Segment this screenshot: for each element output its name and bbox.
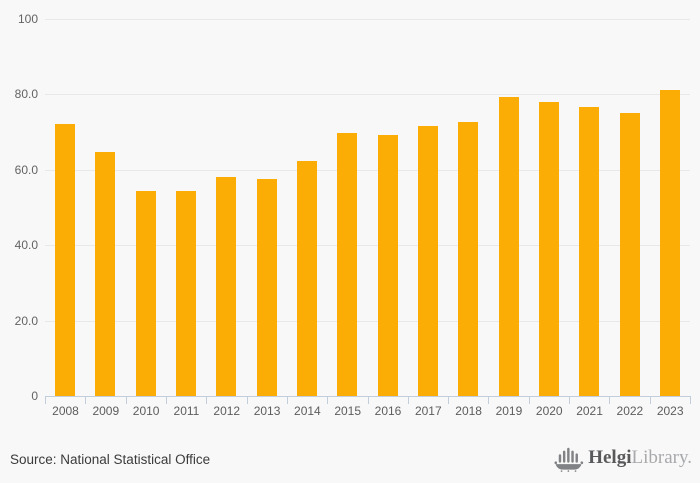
- x-tick-label-2021: 2021: [576, 404, 603, 418]
- x-tick-label-2022: 2022: [616, 404, 644, 418]
- bar-2009: [95, 151, 116, 396]
- bar-2020: [538, 102, 559, 396]
- x-tick-label-2011: 2011: [173, 404, 200, 418]
- x-axis-tick: [327, 396, 329, 404]
- x-axis-tick: [206, 396, 208, 404]
- x-tick-label-2018: 2018: [455, 404, 482, 418]
- y-tick-label-40: 40.0: [14, 238, 38, 253]
- y-tick-label-80: 80.0: [14, 87, 38, 102]
- gridline-20: [45, 320, 690, 322]
- bar-2010: [135, 190, 156, 396]
- bar-2012: [216, 176, 237, 396]
- y-tick-label-0: 0: [31, 389, 38, 403]
- helgi-ship-icon: [554, 447, 584, 472]
- bar-2018: [458, 121, 479, 396]
- bar-2017: [417, 126, 438, 396]
- x-tick-label-2009: 2009: [92, 404, 120, 418]
- gridline-40: [45, 245, 690, 247]
- logo-text-helgi: Helgi: [588, 447, 632, 468]
- y-tick-label-60: 60.0: [14, 162, 38, 177]
- x-tick-label-2019: 2019: [495, 404, 523, 418]
- x-axis-tick: [569, 396, 571, 404]
- logo-text-library: Library.: [631, 447, 693, 468]
- bar-2019: [498, 97, 519, 396]
- plot-area: [45, 19, 690, 396]
- x-tick-label-2020: 2020: [535, 404, 563, 418]
- gridline-80: [45, 94, 690, 96]
- gridline-60: [45, 169, 690, 171]
- source-text: Source: National Statistical Office: [10, 452, 211, 467]
- bar-2023: [659, 89, 680, 396]
- x-axis-tick: [649, 396, 651, 404]
- bar-2011: [176, 190, 197, 396]
- bar-2022: [619, 113, 640, 396]
- x-tick-label-2008: 2008: [52, 404, 79, 418]
- x-axis-tick: [367, 396, 369, 404]
- gridline-100: [45, 19, 690, 20]
- x-axis-tick: [407, 396, 409, 404]
- x-tick-label-2013: 2013: [253, 404, 281, 418]
- x-axis-tick: [125, 396, 127, 404]
- bar-2015: [337, 132, 358, 396]
- x-tick-label-2014: 2014: [294, 404, 321, 418]
- bar-2016: [377, 135, 398, 396]
- x-axis-tick: [609, 396, 611, 404]
- x-axis-tick: [85, 396, 87, 404]
- x-axis-tick: [246, 396, 248, 404]
- x-tick-label-2010: 2010: [132, 404, 160, 418]
- x-tick-label-2023: 2023: [656, 404, 684, 418]
- logo-text: HelgiLibrary.: [588, 444, 692, 472]
- x-axis-tick: [448, 396, 450, 404]
- x-tick-label-2012: 2012: [213, 404, 241, 418]
- x-tick-label-2016: 2016: [374, 404, 402, 418]
- x-axis-tick: [286, 396, 288, 404]
- x-axis-tick: [165, 396, 167, 404]
- helgi-library-logo[interactable]: HelgiLibrary.: [554, 444, 692, 472]
- bar-2021: [579, 106, 600, 396]
- x-axis-tick: [690, 396, 691, 404]
- x-axis-tick: [528, 396, 530, 404]
- bar-2013: [256, 178, 277, 396]
- x-tick-label-2017: 2017: [414, 404, 442, 418]
- x-tick-label-2015: 2015: [334, 404, 362, 418]
- bar-2008: [55, 123, 76, 396]
- y-tick-label-100: 100: [17, 12, 38, 26]
- bar-2014: [297, 160, 318, 396]
- x-axis-tick: [488, 396, 490, 404]
- y-tick-label-20: 20.0: [14, 313, 38, 328]
- x-axis-tick: [45, 396, 46, 404]
